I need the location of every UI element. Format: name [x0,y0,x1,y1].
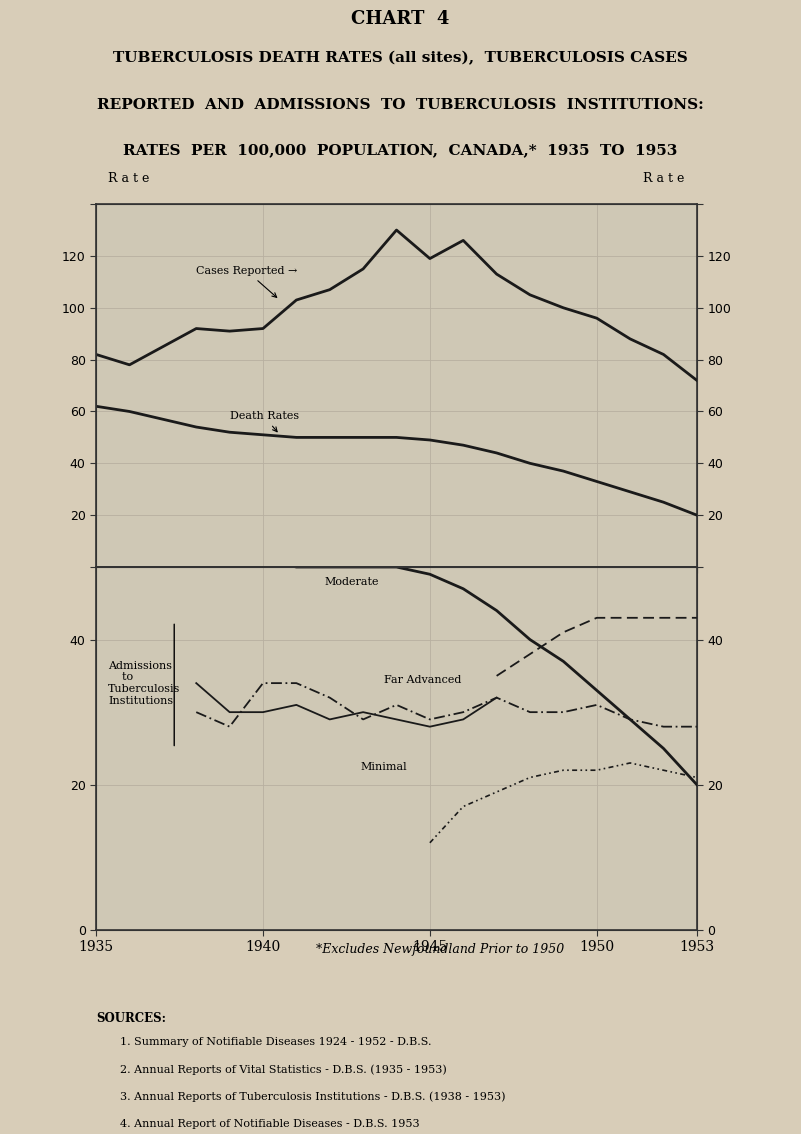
Text: 4. Annual Report of Notifiable Diseases - D.B.S. 1953: 4. Annual Report of Notifiable Diseases … [120,1119,420,1129]
Text: *Excludes Newfoundland Prior to 1950: *Excludes Newfoundland Prior to 1950 [316,943,565,956]
Text: Death Rates: Death Rates [230,412,299,432]
Text: Admissions
    to
Tuberculosis
Institutions: Admissions to Tuberculosis Institutions [108,661,180,705]
Text: R a t e: R a t e [643,172,685,185]
Text: 1. Summary of Notifiable Diseases 1924 - 1952 - D.B.S.: 1. Summary of Notifiable Diseases 1924 -… [120,1036,432,1047]
Text: Moderate: Moderate [324,577,379,587]
Text: Far Advanced: Far Advanced [384,675,462,685]
Text: CHART  4: CHART 4 [352,10,449,28]
Text: RATES  PER  100,000  POPULATION,  CANADA,*  1935  TO  1953: RATES PER 100,000 POPULATION, CANADA,* 1… [123,143,678,156]
Text: Minimal: Minimal [360,762,407,772]
Text: R a t e: R a t e [108,172,150,185]
Text: 3. Annual Reports of Tuberculosis Institutions - D.B.S. (1938 - 1953): 3. Annual Reports of Tuberculosis Instit… [120,1092,505,1102]
Text: SOURCES:: SOURCES: [96,1012,166,1025]
Text: REPORTED  AND  ADMISSIONS  TO  TUBERCULOSIS  INSTITUTIONS:: REPORTED AND ADMISSIONS TO TUBERCULOSIS … [97,98,704,112]
Text: TUBERCULOSIS DEATH RATES (all sites),  TUBERCULOSIS CASES: TUBERCULOSIS DEATH RATES (all sites), TU… [113,51,688,66]
Text: Cases Reported →: Cases Reported → [196,266,298,297]
Text: 2. Annual Reports of Vital Statistics - D.B.S. (1935 - 1953): 2. Annual Reports of Vital Statistics - … [120,1064,447,1075]
